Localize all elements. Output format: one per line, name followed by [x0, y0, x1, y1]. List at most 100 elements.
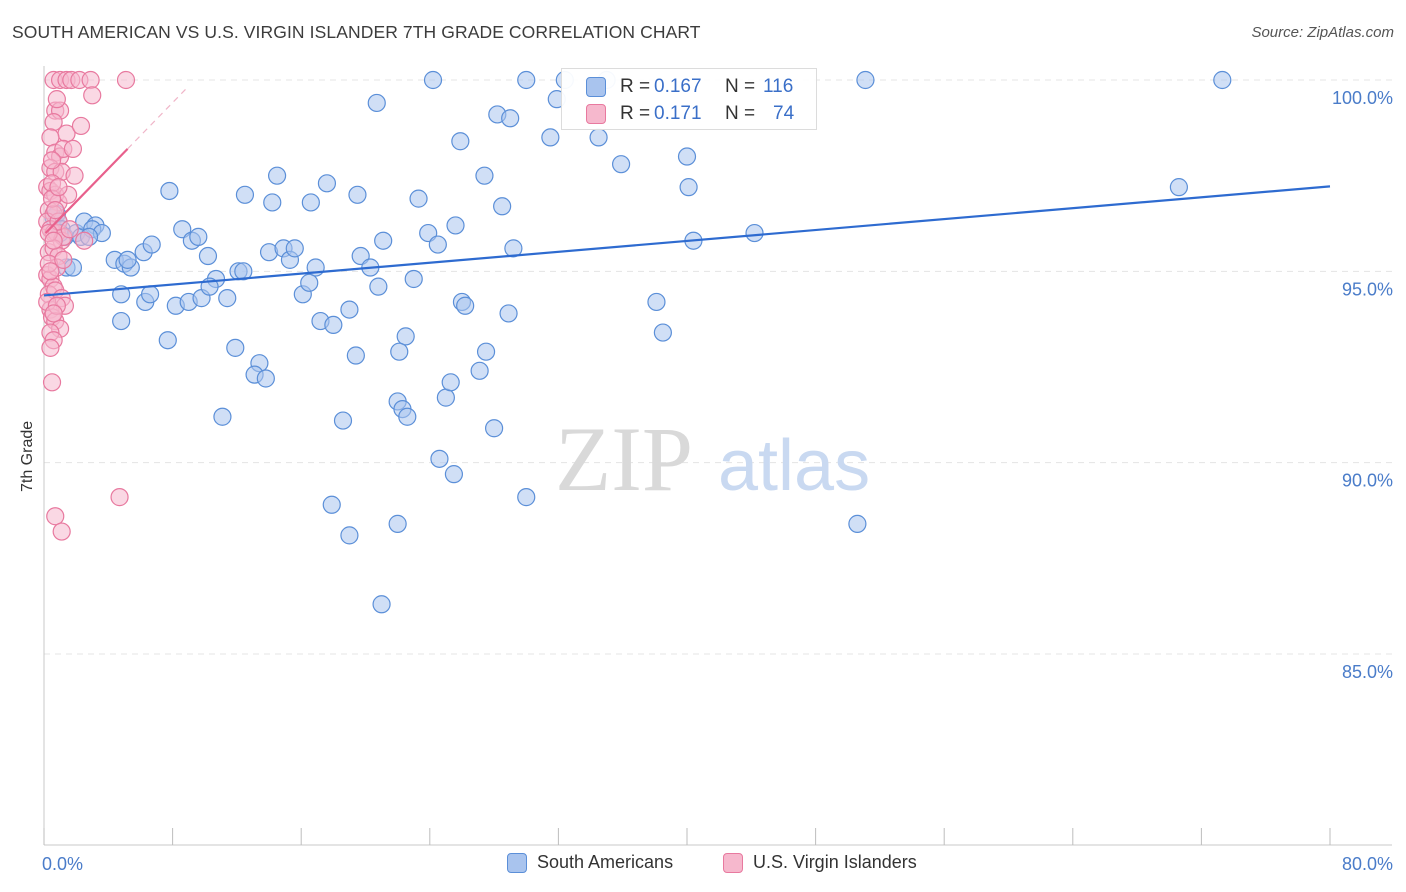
south-american-point: [118, 250, 137, 269]
south-n-label: N =: [725, 76, 756, 97]
south-american-point: [456, 296, 475, 315]
south-american-point: [340, 526, 359, 545]
south-american-point: [475, 166, 494, 185]
virgin-islander-point: [44, 231, 63, 250]
south-american-point: [324, 315, 343, 335]
virgin-islander-point: [52, 522, 71, 541]
grid-lines: [44, 79, 1392, 655]
south-swatch: [586, 77, 606, 97]
south-american-point: [485, 419, 504, 438]
south-american-point: [158, 331, 177, 350]
south-american-point: [848, 514, 867, 533]
y-tick-label: 95.0%: [1342, 279, 1393, 299]
south-american-point: [441, 373, 460, 392]
axes: [43, 66, 1392, 846]
legend-label-south: South Americans: [537, 852, 674, 872]
south-american-point: [142, 235, 161, 254]
south-american-point: [234, 262, 253, 281]
south-american-point: [367, 93, 386, 113]
south-american-point: [476, 342, 496, 361]
virgin-islander-point: [75, 231, 94, 250]
south-n-value: 116: [763, 76, 794, 97]
south-americans-points: [44, 70, 1232, 614]
south-american-point: [160, 181, 179, 201]
virgin-islander-point: [81, 70, 100, 90]
south-american-point: [340, 300, 359, 319]
south-american-point: [317, 174, 337, 193]
virgin-islander-point: [60, 220, 79, 239]
virgin-swatch: [586, 104, 606, 124]
south-american-point: [348, 185, 367, 204]
south-r-label: R =: [620, 76, 651, 97]
south-american-point: [611, 155, 631, 174]
south-american-point: [423, 70, 443, 90]
south-american-point: [856, 70, 875, 90]
watermark-zip: ZIP: [555, 408, 693, 510]
south-american-point: [499, 304, 518, 323]
legend-label-virgin: U.S. Virgin Islanders: [753, 852, 917, 872]
south-american-point: [517, 488, 536, 507]
south-american-point: [256, 369, 275, 388]
watermark-atlas: atlas: [718, 426, 870, 506]
south-american-point: [396, 327, 415, 346]
south-american-point: [589, 128, 608, 147]
virgin-n-label: N =: [725, 103, 756, 124]
south-american-point: [409, 189, 428, 208]
south-american-point: [653, 323, 672, 342]
virgin-islander-point: [83, 86, 102, 105]
legend-swatch-virgin: [723, 852, 743, 873]
virgin-islander-point: [116, 70, 136, 90]
virgin-islander-point: [46, 507, 65, 526]
y-tick-label: 85.0%: [1342, 662, 1393, 682]
south-american-point: [369, 277, 388, 296]
virgin-n-value: 74: [773, 103, 795, 124]
south-american-point: [446, 216, 465, 235]
south-american-point: [333, 411, 353, 430]
virgin-islander-point: [42, 373, 62, 392]
south-american-point: [404, 269, 423, 289]
south-american-point: [501, 109, 520, 128]
virgin-islander-point: [49, 178, 68, 197]
legend-item-south: South Americans: [507, 852, 673, 873]
south-american-point: [112, 311, 131, 331]
south-american-point: [198, 246, 218, 266]
south-american-point: [647, 292, 666, 312]
stats-legend: R = 0.167 N = 116 R = 0.171 N = 74: [561, 68, 817, 130]
south-r-value: 0.167: [654, 76, 702, 97]
virgin-trend-extension: [127, 89, 186, 150]
south-american-point: [517, 70, 536, 90]
virgin-islander-point: [63, 139, 83, 158]
virgin-islander-point: [110, 488, 129, 507]
virgin-islander-point: [44, 304, 63, 323]
south-american-point: [235, 185, 255, 204]
x-tick-label: 80.0%: [1342, 854, 1393, 874]
south-american-point: [677, 147, 697, 166]
south-american-point: [189, 227, 208, 246]
trend-lines: [43, 89, 1331, 297]
south-american-point: [322, 495, 341, 514]
south-american-point: [218, 289, 237, 308]
south-american-point: [213, 407, 232, 426]
south-american-point: [226, 338, 245, 357]
tick-labels: 100.0% 95.0% 90.0% 85.0% 0.0% 80.0%: [42, 88, 1393, 874]
south-american-point: [263, 193, 282, 212]
south-american-point: [430, 449, 449, 468]
virgin-islander-point: [54, 250, 73, 269]
watermark: ZIP atlas: [555, 408, 870, 510]
south-american-point: [745, 223, 764, 243]
series-legend: South Americans U.S. Virgin Islanders: [0, 852, 1406, 878]
south-american-point: [436, 388, 455, 407]
south-american-point: [285, 239, 304, 258]
south-american-point: [451, 132, 470, 151]
south-american-point: [428, 235, 447, 254]
y-tick-label: 100.0%: [1332, 88, 1393, 108]
south-american-point: [390, 342, 409, 361]
south-american-point: [388, 514, 407, 533]
source-label: Source: ZipAtlas.com: [1251, 24, 1394, 41]
south-american-point: [541, 128, 560, 147]
south-american-point: [140, 285, 160, 304]
stats-row-virgin: R = 0.171 N = 74: [586, 102, 818, 126]
virgin-islanders-points: [38, 70, 136, 541]
virgin-islander-point: [41, 338, 60, 357]
